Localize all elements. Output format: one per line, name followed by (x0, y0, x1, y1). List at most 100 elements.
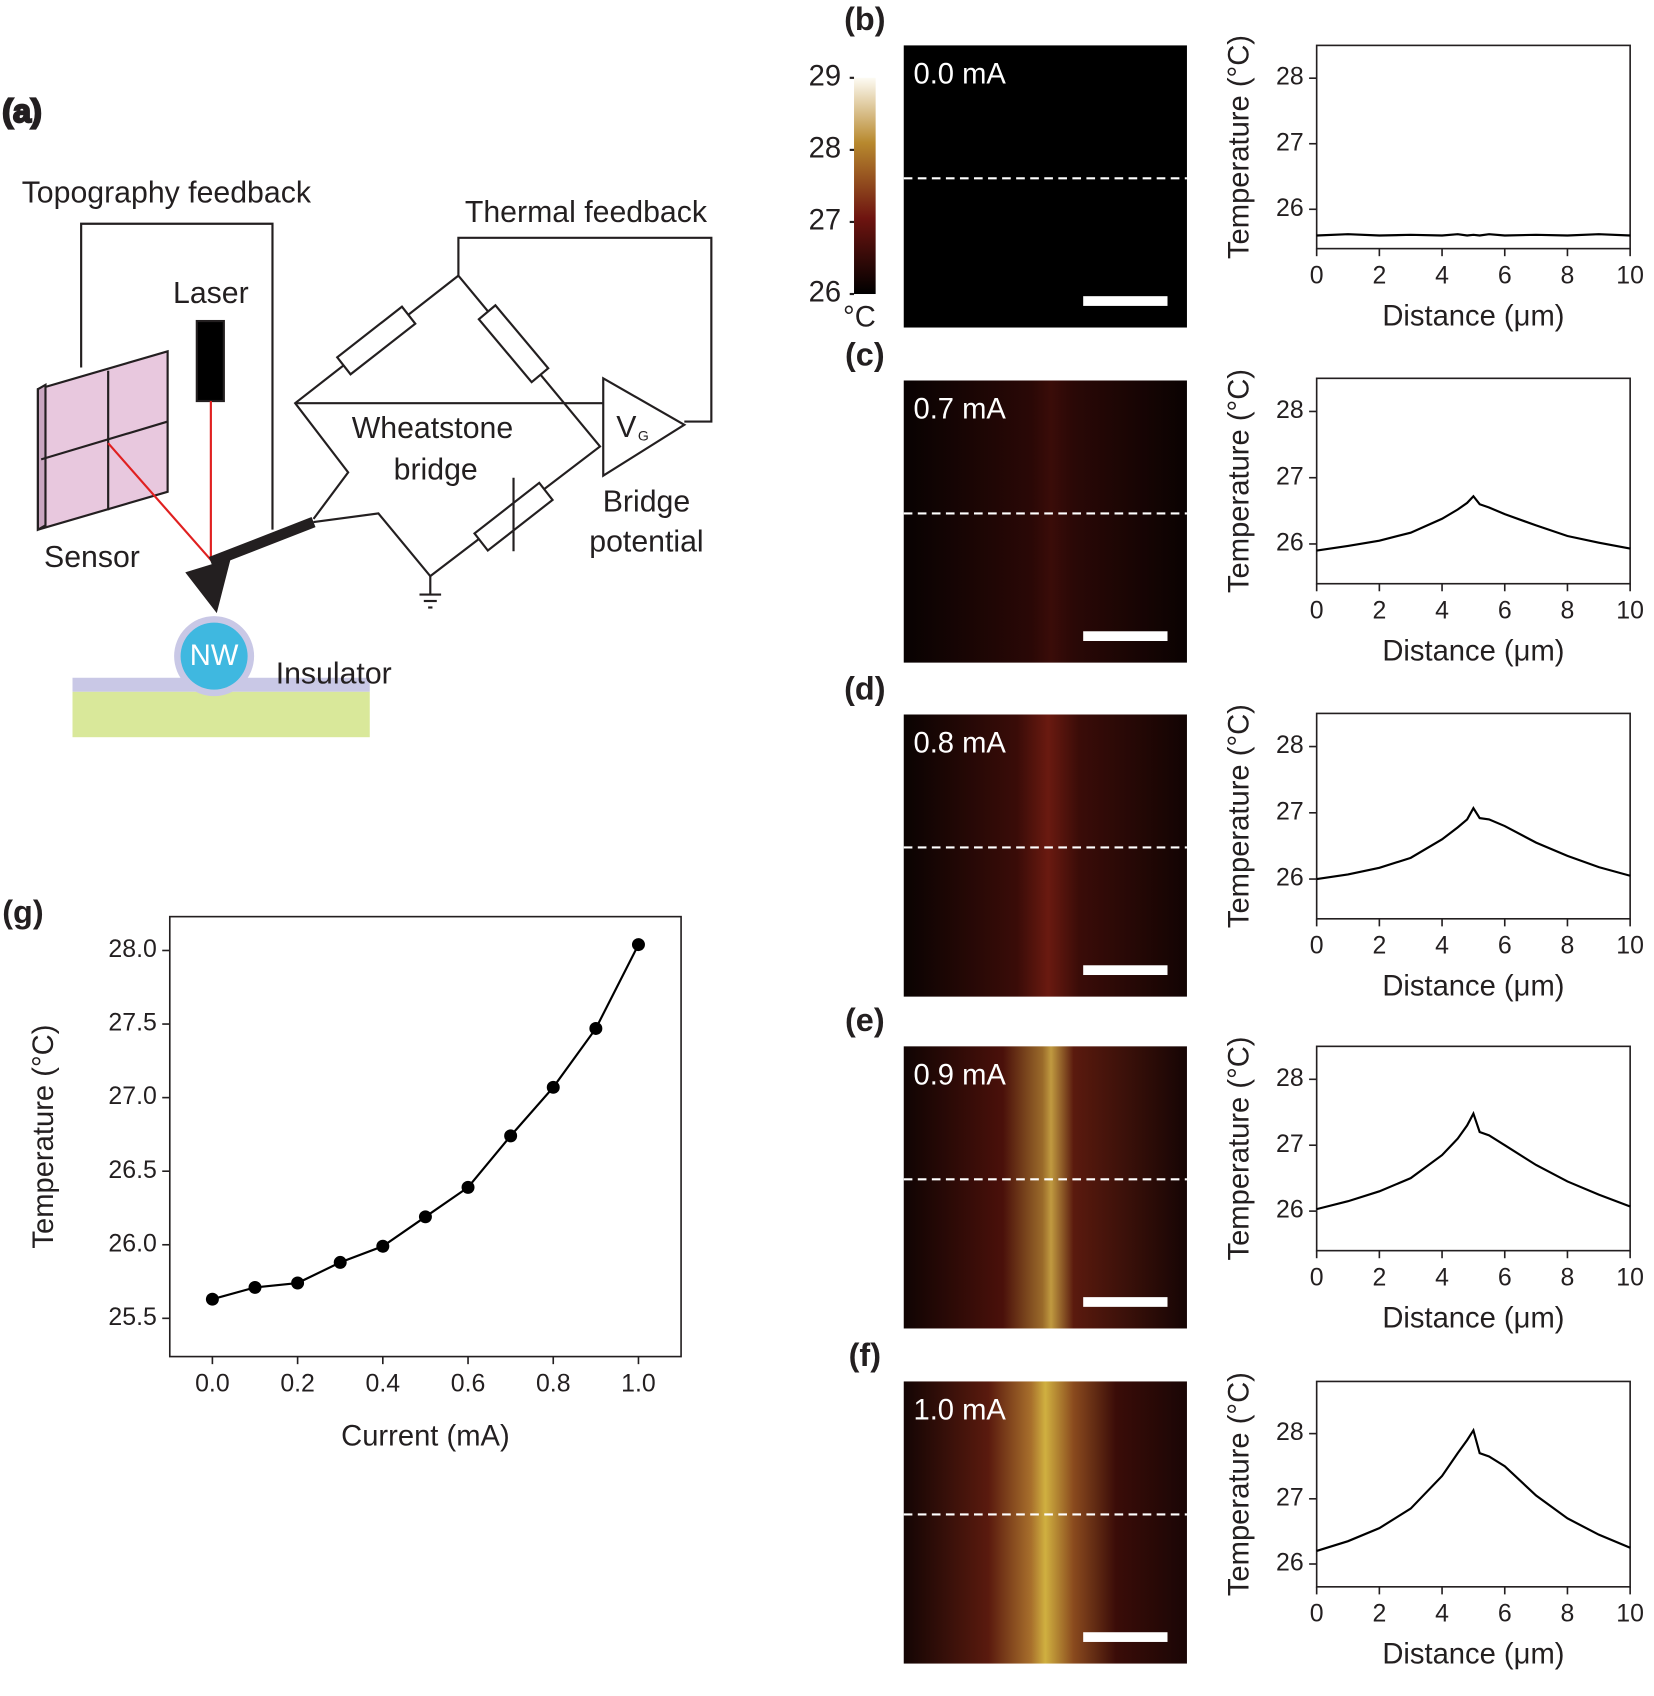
thermal-image (903, 1381, 1187, 1664)
data-line (1316, 806, 1631, 881)
x-tick-label: 10 (1616, 1599, 1644, 1627)
label: Topography feedback (22, 177, 312, 210)
x-tick-label: 2 (1372, 261, 1386, 289)
x-axis-label: Distance (μm) (1382, 971, 1564, 1003)
y-tick-label: 26 (1276, 194, 1304, 222)
x-tick-label: 0 (1310, 596, 1324, 624)
x-tick-label: 0.2 (280, 1369, 315, 1397)
label: bridge (394, 453, 478, 486)
thermal-image (903, 714, 1187, 997)
x-tick-label: 4 (1435, 596, 1449, 624)
colorbar-unit: °C (843, 302, 876, 334)
label: Insulator (276, 658, 392, 691)
laser (195, 319, 225, 403)
thermal-image (903, 45, 1187, 328)
plot-frame (168, 915, 682, 1358)
x-tick-label: 2 (1372, 1599, 1386, 1627)
colorbar-tick-label: 27 (809, 205, 841, 237)
resistor (477, 303, 550, 384)
data-line (212, 944, 640, 1301)
label: Thermal feedback (465, 196, 708, 229)
cantilever (208, 517, 316, 568)
data-point (333, 1255, 347, 1269)
panel-label: (b) (844, 1, 885, 37)
y-tick-label: 27 (1276, 1130, 1304, 1158)
x-tick-label: 0 (1310, 1263, 1324, 1291)
y-tick-label: 26 (1276, 529, 1304, 557)
x-tick-label: 8 (1561, 1599, 1575, 1627)
x-tick-label: 2 (1372, 596, 1386, 624)
label: Laser (173, 277, 249, 310)
x-tick-label: 10 (1616, 931, 1644, 959)
y-tick-label: 26 (1276, 1196, 1304, 1224)
colorbar (854, 77, 876, 295)
data-point (461, 1180, 475, 1194)
x-tick-label: 8 (1561, 931, 1575, 959)
nw (180, 622, 248, 690)
diagram: (a) Topography feedback Laser Thermal fe… (1, 92, 713, 738)
x-tick-label: 6 (1498, 1263, 1512, 1291)
x-axis-label: Distance (μm) (1382, 1303, 1564, 1335)
x-tick-label: 4 (1435, 931, 1449, 959)
label: Bridge (603, 486, 690, 519)
y-axis-label: Temperature (°C) (1224, 704, 1256, 928)
y-tick-label: 26 (1276, 864, 1304, 892)
data-point (376, 1239, 390, 1253)
y-tick-label: 28 (1276, 63, 1304, 91)
data-point (589, 1021, 603, 1035)
x-tick-label: 10 (1616, 1263, 1644, 1291)
label: Sensor (44, 541, 140, 574)
scale-bar (1083, 631, 1168, 641)
x-tick-label: 0.6 (451, 1369, 486, 1397)
scale-bar (1083, 965, 1168, 976)
wire (80, 222, 274, 530)
x-tick-label: 0 (1310, 931, 1324, 959)
y-tick-label: 27.0 (108, 1082, 156, 1110)
data-line (1316, 494, 1631, 552)
plot-frame (1315, 712, 1631, 920)
x-tick-label: 6 (1498, 596, 1512, 624)
scale-bar (1083, 1632, 1168, 1642)
substrate (72, 691, 370, 738)
y-tick-label: 27 (1276, 128, 1304, 156)
plot-frame (1315, 1380, 1631, 1588)
data-line (1316, 233, 1631, 237)
y-tick-label: 25.5 (108, 1303, 156, 1331)
label: V (616, 411, 637, 444)
x-tick-label: 1.0 (621, 1369, 656, 1397)
x-tick-label: 4 (1435, 1263, 1449, 1291)
x-tick-label: 2 (1372, 931, 1386, 959)
x-tick-label: 0.8 (536, 1369, 571, 1397)
y-tick-label: 27 (1276, 797, 1304, 825)
plot-frame (1315, 44, 1631, 250)
y-tick-label: 28.0 (108, 935, 156, 963)
x-tick-label: 8 (1561, 261, 1575, 289)
data-point (631, 938, 645, 952)
colorbar-tick-label: 26 (809, 277, 841, 309)
data-point (248, 1280, 262, 1294)
data-line (1316, 1427, 1631, 1553)
thermal-image (903, 380, 1187, 663)
y-axis-label: Temperature (°C) (1224, 1372, 1256, 1596)
x-tick-label: 2 (1372, 1263, 1386, 1291)
sensor-line (40, 420, 168, 461)
x-axis-label: Distance (μm) (1382, 636, 1564, 668)
scale-bar (1083, 1297, 1168, 1307)
x-tick-label: 8 (1561, 596, 1575, 624)
x-tick-label: 6 (1498, 931, 1512, 959)
label: G (638, 427, 649, 443)
current-label: 1.0 mA (913, 1394, 1006, 1426)
panel-label: (a) (2, 93, 42, 129)
label: NW (190, 640, 239, 672)
y-axis-label: Temperature (°C) (1224, 1036, 1256, 1260)
y-tick-label: 26.5 (108, 1156, 156, 1184)
x-tick-label: 4 (1435, 261, 1449, 289)
amplifier (602, 376, 687, 478)
x-tick-label: 0 (1310, 1599, 1324, 1627)
current-label: 0.0 mA (913, 58, 1006, 90)
tip (185, 558, 231, 614)
x-tick-label: 6 (1498, 1599, 1512, 1627)
y-tick-label: 28 (1276, 396, 1304, 424)
panel-label: (g) (2, 894, 43, 930)
resistor (335, 305, 417, 376)
